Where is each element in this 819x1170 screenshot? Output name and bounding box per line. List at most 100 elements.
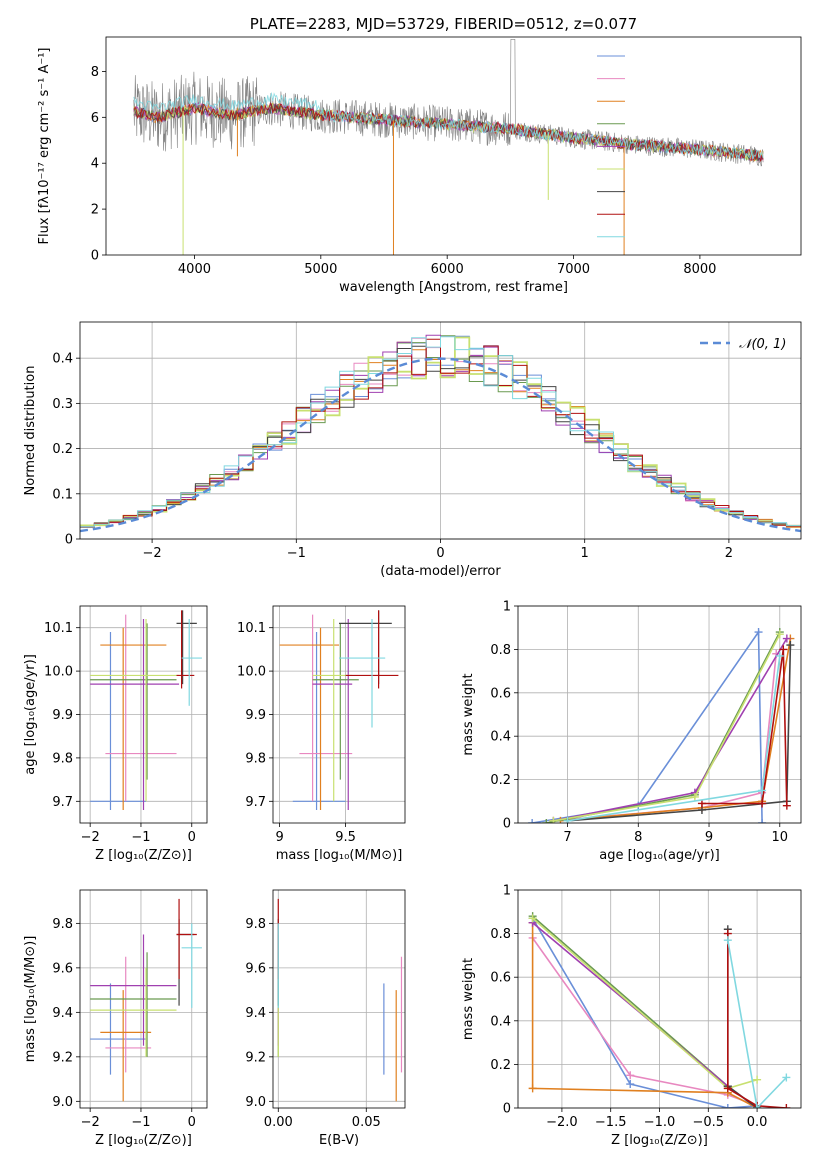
x-tick-label: −2 (81, 830, 100, 845)
weight-marker-kroupa_elodie (528, 914, 537, 923)
plot-area (80, 334, 801, 533)
y-axis-label: Normed distribution (23, 366, 38, 496)
x-axis-label: age [log₁₀(age/yr)] (599, 848, 720, 863)
x-tick-label: 1 (581, 546, 589, 561)
x-tick-label: 5000 (304, 262, 337, 277)
weight-line-chabrier_elodie (532, 915, 758, 1108)
plot-area (279, 610, 399, 810)
x-tick-label: 2 (725, 546, 733, 561)
y-tick-label: 9.8 (245, 751, 266, 766)
x-tick-label: 8000 (683, 262, 716, 277)
x-tick-label: 9 (705, 830, 713, 845)
errorbar-chabrier_miles (90, 632, 147, 810)
y-tick-label: 9.6 (52, 961, 73, 976)
weight-marker-chabrier_elodie (542, 819, 551, 823)
histogram-kroupa_stelib (80, 336, 801, 528)
x-tick-label: 0 (188, 830, 196, 845)
y-tick-label: 9.2 (245, 1050, 266, 1065)
x-axis-label: mass [log₁₀(M/M⊙)] (276, 848, 403, 863)
weight-marker-chabrier_stelib (786, 641, 795, 650)
chart-title: PLATE=2283, MJD=53729, FIBERID=0512, z=0… (250, 15, 637, 33)
weight-marker-kroupa_stelib (563, 816, 572, 823)
legend-label-normal: 𝒩(0, 1) (739, 337, 786, 352)
errorbar-kroupa_miles (279, 627, 339, 810)
mass_weight_vs_age-panel: 7 8 9 10 0 0.2 0.4 0.6 0.8 1 age [log₁₀(age/yr)] ma… (461, 600, 802, 863)
x-axis-label: Z [log₁₀(Z/Z⊙)] (95, 1133, 192, 1148)
model-line-salpeter_elodie (133, 101, 764, 161)
errorbar-salpeter_stelib (176, 610, 195, 689)
errorbar-salpeter_elodie (312, 619, 353, 810)
y-axis-label: mass weight (461, 958, 476, 1040)
x-tick-label: 8 (634, 830, 642, 845)
model-line-kroupa_elodie (133, 102, 764, 162)
errorbar-chabrier_stelib (176, 610, 197, 685)
weight-marker-salpeter_stelib (782, 801, 791, 810)
x-tick-label: −1 (287, 546, 306, 561)
y-axis-label: Flux [fλ10⁻¹⁷ erg cm⁻² s⁻¹ A⁻¹] (37, 48, 52, 245)
plot-area (133, 39, 764, 255)
age_vs_mass-panel: 9 9.5 9.7 9.8 9.9 10.0 10.1 mass [log₁₀(M/M⊙)] (237, 605, 406, 863)
axes-frame (79, 889, 208, 1109)
x-tick-label: 0.00 (264, 1115, 293, 1130)
weight-marker-kroupa_elodie (753, 1075, 762, 1084)
x-axis-label: Z [log₁₀(Z/Z⊙)] (611, 1133, 708, 1148)
plot-area (277, 898, 403, 1102)
plot-area (90, 610, 202, 810)
y-tick-label: 0 (503, 817, 511, 832)
model-line-kroupa_stelib (133, 91, 764, 161)
y-tick-label: 0.4 (490, 1014, 511, 1029)
x-tick-label: −2 (81, 1115, 100, 1130)
y-tick-label: 9.0 (52, 1095, 73, 1110)
y-tick-label: 9.2 (52, 1050, 73, 1065)
weight-line-kroupa_elodie (532, 917, 758, 1090)
errorbar-salpeter_miles (105, 956, 152, 1073)
y-tick-label: 10.0 (237, 665, 266, 680)
y-tick-label: 10.0 (44, 665, 73, 680)
x-tick-label: 7000 (557, 262, 590, 277)
x-tick-label: 0.0 (747, 1115, 768, 1130)
y-tick-label: 0.2 (52, 442, 73, 457)
weight-marker-salpeter_elodie (782, 634, 791, 643)
y-tick-label: 0.2 (490, 1058, 511, 1073)
y-axis-label: age [log₁₀(age/yr)] (23, 654, 38, 775)
weight-marker-salpeter_stelib (779, 645, 788, 654)
errorbar-salpeter_miles (299, 614, 353, 802)
x-axis-label: (data-model)/error (380, 564, 501, 579)
weight-marker-salpeter_stelib (697, 799, 706, 808)
x-axis-label: wavelength [Angstrom, rest frame] (339, 280, 568, 295)
weight-line-salpeter_elodie (553, 638, 788, 822)
errorbar-kroupa_elodie (90, 967, 177, 1057)
x-axis-label: Z [log₁₀(Z/Z⊙)] (95, 848, 192, 863)
weight-marker-kroupa_elodie (690, 792, 699, 801)
y-tick-label: 10.1 (44, 621, 73, 636)
weight-line-salpeter_stelib (727, 933, 787, 1108)
x-tick-label: −1 (131, 1115, 150, 1130)
legend-spectrum (597, 55, 625, 238)
weight-marker-kroupa_stelib (775, 651, 784, 660)
legend-residuals: 𝒩(0, 1) (700, 337, 786, 352)
y-tick-label: 1 (503, 600, 511, 615)
weight-line-kroupa_miles (560, 638, 792, 822)
weight-line-salpeter_miles (531, 937, 758, 1107)
x-tick-label: 10 (772, 830, 789, 845)
mass_vs_ebv-panel: 0.00 0.05 9.0 9.2 9.4 9.6 9.8 E(B-V) (245, 889, 406, 1148)
axes-frame (517, 605, 802, 824)
plot-area (528, 628, 795, 823)
errorbar-kroupa_miles (100, 627, 167, 810)
x-tick-label: 6000 (431, 262, 464, 277)
weight-marker-salpeter_stelib (758, 799, 767, 808)
plot-area (528, 912, 791, 1108)
weight-line-kroupa_miles (531, 922, 758, 1108)
y-tick-label: 4 (91, 157, 99, 172)
x-tick-label: −1.5 (595, 1115, 627, 1130)
axes-frame (272, 889, 406, 1109)
y-tick-label: 9.4 (245, 1006, 266, 1021)
y-tick-label: 9.9 (52, 708, 73, 723)
y-tick-label: 9.7 (245, 795, 266, 810)
weight-line-chabrier_miles (531, 629, 763, 823)
y-tick-label: 9.7 (52, 795, 73, 810)
x-tick-label: 9 (275, 830, 283, 845)
y-tick-label: 9.8 (52, 917, 73, 932)
x-tick-label: 0.05 (352, 1115, 381, 1130)
